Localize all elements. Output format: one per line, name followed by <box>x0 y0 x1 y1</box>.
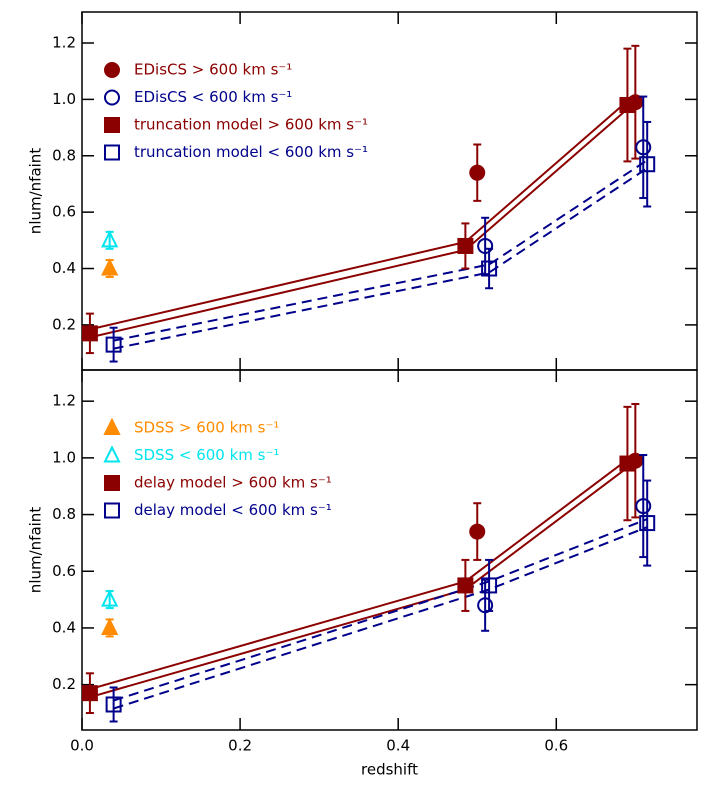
data-point <box>635 498 652 515</box>
data-point <box>619 97 636 114</box>
x-tick-label: 0.0 <box>70 737 94 755</box>
model-line <box>113 526 648 710</box>
data-point <box>81 325 98 342</box>
data-point <box>477 237 494 254</box>
y-tick-label: 0.6 <box>52 203 76 221</box>
data-point <box>457 577 474 594</box>
data-point <box>101 258 119 276</box>
legend-marker <box>103 417 121 435</box>
y-tick-label: 1.0 <box>52 448 76 466</box>
data-point <box>481 260 498 277</box>
legend-label: EDisCS < 600 km s⁻¹ <box>134 88 292 106</box>
legend-marker <box>104 502 120 519</box>
model-line <box>113 167 648 350</box>
x-tick-label: 0.6 <box>544 737 568 755</box>
legend-marker <box>104 89 120 106</box>
model-line <box>113 518 648 702</box>
data-point <box>639 156 656 173</box>
model-line <box>89 458 629 691</box>
y-tick-label: 0.4 <box>52 259 76 277</box>
legend-label: delay model < 600 km s⁻¹ <box>134 501 332 519</box>
plot-frame <box>81 369 698 731</box>
legend-marker <box>104 62 120 78</box>
data-point <box>477 597 494 614</box>
legend-label: SDSS > 600 km s⁻¹ <box>134 419 279 437</box>
legend-marker <box>104 117 120 133</box>
legend-label: EDisCS > 600 km s⁻¹ <box>134 61 292 79</box>
legend-label: delay model > 600 km s⁻¹ <box>134 474 332 492</box>
model-line <box>89 100 629 331</box>
legend-marker <box>104 475 120 491</box>
data-point <box>101 589 119 607</box>
y-tick-label: 1.2 <box>52 392 76 410</box>
y-axis-label: nlum/nfaint <box>27 507 45 594</box>
y-tick-label: 0.8 <box>52 505 76 523</box>
y-tick-label: 0.2 <box>52 315 76 333</box>
data-point <box>81 685 98 702</box>
y-tick-label: 0.8 <box>52 146 76 164</box>
y-tick-label: 0.4 <box>52 618 76 636</box>
legend-marker <box>103 445 121 463</box>
data-point <box>101 617 119 635</box>
legend-label: SDSS < 600 km s⁻¹ <box>134 446 279 464</box>
data-point <box>469 164 486 181</box>
x-tick-label: 0.4 <box>386 737 410 755</box>
legend-marker <box>104 144 120 161</box>
data-point <box>635 139 652 156</box>
data-point <box>481 577 498 594</box>
y-tick-label: 1.2 <box>52 34 76 52</box>
data-point <box>457 237 474 254</box>
y-tick-label: 0.6 <box>52 562 76 580</box>
data-point <box>101 230 119 248</box>
legend-label: truncation model < 600 km s⁻¹ <box>134 143 368 161</box>
data-point <box>105 336 122 353</box>
data-point <box>105 696 122 713</box>
y-tick-label: 0.2 <box>52 675 76 693</box>
data-point <box>639 515 656 532</box>
x-tick-label: 0.2 <box>228 737 252 755</box>
y-tick-label: 1.0 <box>52 90 76 108</box>
legend-label: truncation model > 600 km s⁻¹ <box>134 116 368 134</box>
data-point <box>469 523 486 540</box>
x-axis-label: redshift <box>361 761 418 779</box>
y-axis-label: nlum/nfaint <box>27 148 45 235</box>
